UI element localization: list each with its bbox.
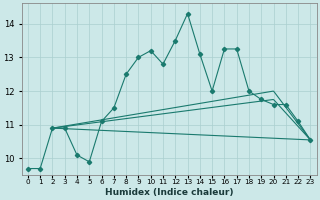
X-axis label: Humidex (Indice chaleur): Humidex (Indice chaleur) bbox=[105, 188, 233, 197]
